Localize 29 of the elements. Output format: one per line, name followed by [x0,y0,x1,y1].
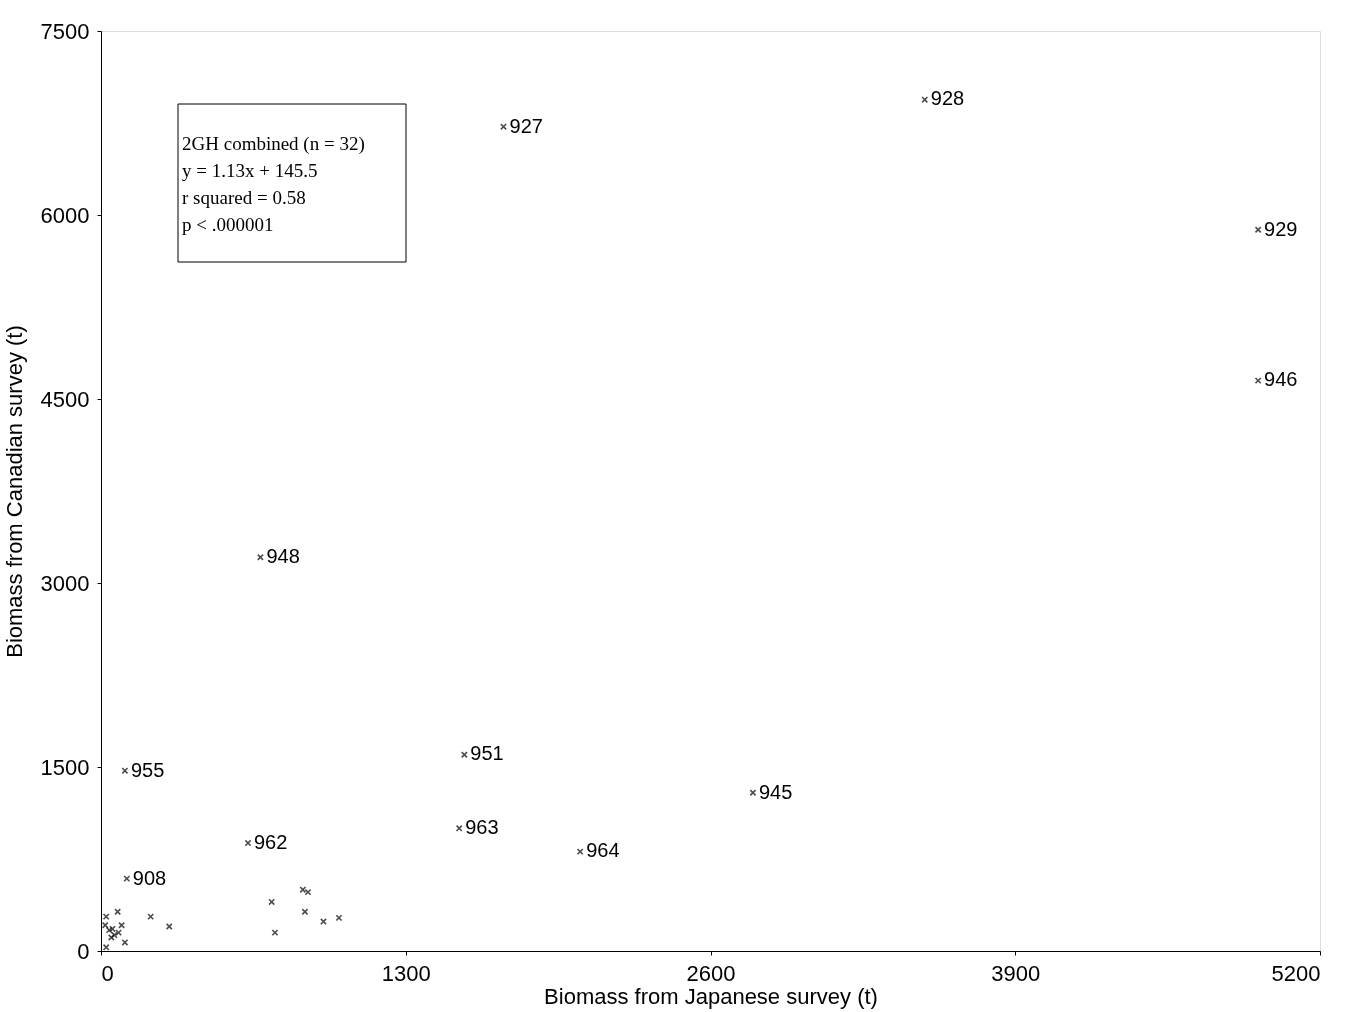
y-tick-label: 7500 [40,18,90,44]
annotation: 963 [465,815,499,838]
x-tick-label: 2600 [686,960,736,986]
x-tick-label: 1300 [381,960,431,986]
annotation: 951 [470,742,504,765]
annotation: 908 [132,866,167,889]
y-tick-label: 0 [77,938,90,964]
x-tick-label: 0 [101,960,114,986]
x-tick-label: 5200 [1271,960,1321,986]
y-tick-label: 6000 [40,202,90,228]
annotation: 928 [930,87,965,110]
annotation: 962 [253,830,288,853]
x-axis-title: Biomass from Japanese survey (t) [544,983,878,1009]
y-tick-label: 4500 [40,386,90,412]
annotation: y = 1.13x + 145.5 [182,160,318,181]
annotation: 948 [266,544,300,567]
annotation: p < .000001 [182,214,274,235]
y-tick-label: 1500 [40,754,90,780]
annotation: 964 [586,839,620,862]
x-tick-label: 3900 [991,960,1041,986]
annotation: 929 [1264,217,1298,240]
annotation: 946 [1264,368,1298,391]
y-tick-label: 3000 [40,570,90,596]
annotation: 955 [130,759,165,782]
annotation: 2GH combined (n = 32) [182,133,365,155]
annotation: 945 [758,781,793,804]
y-axis-title: Biomass from Canadian survey (t) [1,325,27,658]
annotation: r squared = 0.58 [182,187,306,208]
annotation: 927 [509,114,543,137]
